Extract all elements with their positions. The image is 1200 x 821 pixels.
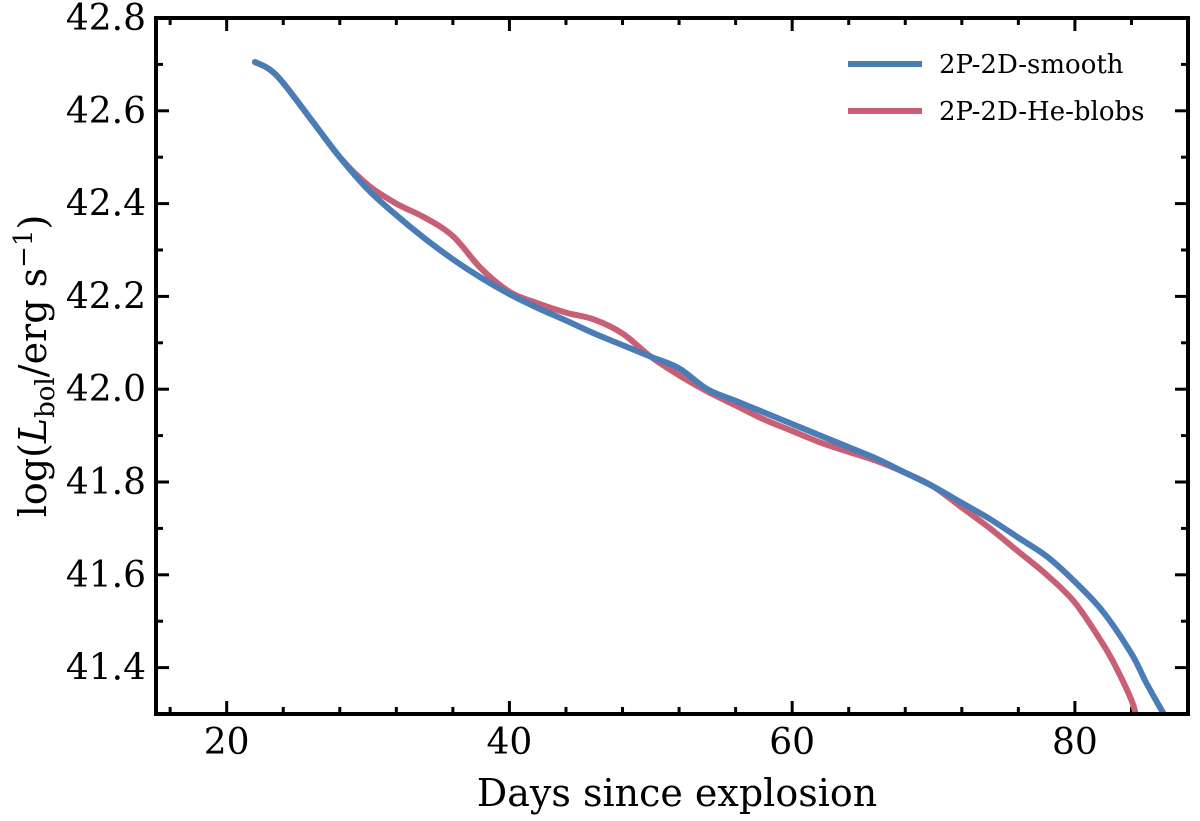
y-tick-label: 42.6 — [66, 91, 146, 132]
y-tick-label: 41.4 — [66, 648, 146, 689]
series-line-smooth — [251, 59, 1167, 714]
y-tick-label: 42.4 — [66, 184, 146, 225]
legend-label-smooth: 2P-2D-smooth — [939, 50, 1124, 80]
x-tick-label: 40 — [487, 722, 533, 763]
series-layer — [251, 59, 1167, 714]
y-axis-title: log(Lbol/erg s−1) — [9, 215, 61, 518]
x-tick-label: 20 — [204, 722, 250, 763]
x-tick-label: 80 — [1052, 722, 1098, 763]
series-line-he-blobs — [251, 59, 1139, 714]
legend-label-he-blobs: 2P-2D-He-blobs — [939, 97, 1145, 127]
y-tick-label: 42.8 — [66, 0, 146, 39]
y-tick-label: 42.2 — [66, 276, 146, 317]
x-tick-label: 60 — [769, 722, 815, 763]
y-tick-label: 41.6 — [66, 555, 146, 596]
plot-frame — [154, 16, 1190, 716]
y-tick-label: 41.8 — [66, 462, 146, 503]
x-axis-title: Days since explosion — [477, 771, 877, 815]
y-tick-label: 42.0 — [66, 369, 146, 410]
legend: 2P-2D-smooth 2P-2D-He-blobs — [848, 50, 1145, 127]
tick-labels: 20 40 60 80 41.4 41.6 41.8 42.0 42.2 42.4 42.6 42.8 — [66, 0, 1098, 763]
